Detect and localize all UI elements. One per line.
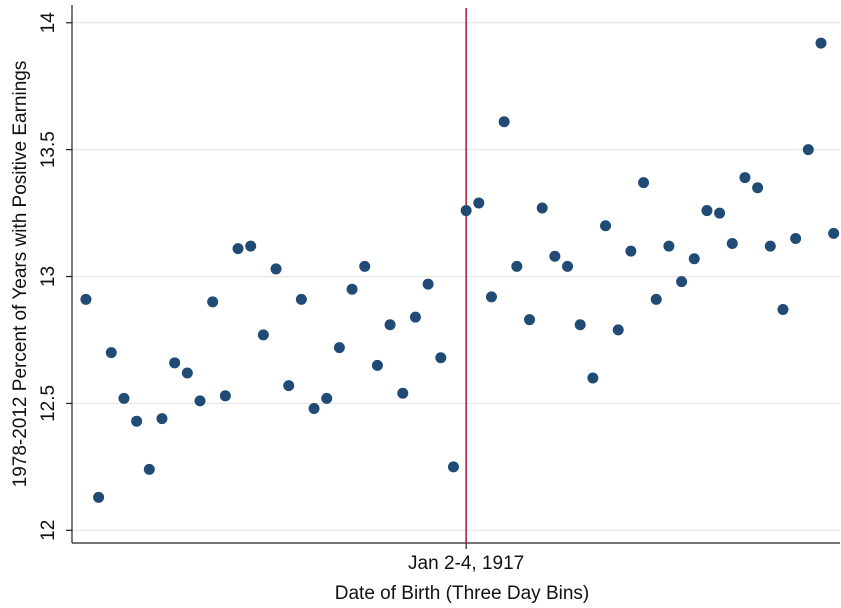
point	[207, 296, 219, 308]
point	[118, 392, 130, 404]
point	[625, 245, 637, 257]
point	[359, 260, 371, 272]
point	[308, 403, 320, 414]
y-tick-label: 12	[38, 520, 59, 541]
point	[105, 347, 117, 359]
point	[815, 37, 827, 49]
y-tick-label: 13.5	[38, 131, 59, 168]
point	[194, 395, 206, 407]
point	[536, 202, 548, 214]
point	[726, 238, 738, 250]
point	[485, 291, 497, 303]
point	[701, 205, 713, 217]
point	[181, 367, 193, 379]
point	[777, 304, 789, 316]
x-axis-label: Date of Birth (Three Day Bins)	[335, 583, 589, 604]
point	[524, 314, 536, 326]
point	[739, 172, 751, 184]
point	[409, 311, 421, 323]
y-tick-label: 12.5	[38, 385, 59, 422]
point	[828, 227, 840, 239]
point	[169, 357, 181, 369]
point	[397, 387, 409, 399]
point	[219, 390, 231, 402]
y-tick-label: 13	[38, 266, 59, 287]
point	[714, 207, 726, 219]
point	[143, 463, 155, 475]
point	[93, 491, 105, 503]
point	[650, 293, 662, 305]
point	[384, 319, 396, 331]
point	[600, 220, 612, 232]
point	[549, 250, 561, 262]
point	[587, 372, 599, 384]
point	[511, 260, 523, 272]
point	[447, 461, 459, 473]
point	[498, 116, 510, 128]
point	[790, 232, 802, 244]
point	[245, 240, 257, 252]
point	[333, 342, 345, 354]
point	[321, 392, 333, 404]
point	[460, 205, 472, 217]
point	[232, 243, 244, 255]
point	[422, 278, 434, 290]
point	[562, 260, 574, 272]
point	[802, 144, 814, 156]
point	[612, 324, 624, 336]
point	[346, 283, 358, 295]
point	[638, 177, 650, 189]
point	[156, 413, 168, 425]
point	[435, 352, 447, 364]
y-tick-label: 14	[38, 12, 59, 34]
point	[663, 240, 675, 252]
point	[752, 182, 764, 194]
point	[283, 380, 295, 392]
point	[295, 293, 307, 305]
point	[131, 415, 143, 427]
point	[257, 329, 269, 341]
point	[676, 276, 688, 288]
point	[270, 263, 282, 275]
point	[574, 319, 586, 331]
point	[80, 293, 92, 305]
y-axis-label: 1978-2012 Percent of Years with Positive…	[10, 61, 31, 488]
point	[688, 253, 700, 265]
point	[473, 197, 485, 209]
x-tick-label: Jan 2-4, 1917	[408, 553, 524, 574]
point	[764, 240, 776, 252]
point	[371, 359, 383, 371]
